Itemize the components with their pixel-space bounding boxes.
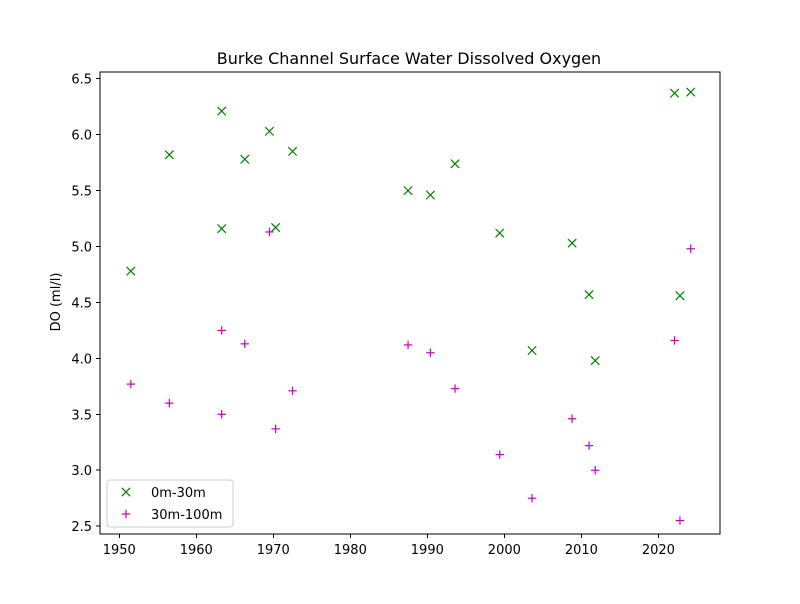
x-tick-label: 1970 [257,543,290,558]
data-point-0m-30m [675,291,685,301]
x-tick-label: 1960 [180,543,213,558]
legend-label-0m-30m: 0m-30m [151,486,206,501]
data-point-30m-100m [165,398,174,408]
data-point-0m-30m [217,106,227,116]
y-tick-label: 5.0 [71,241,92,256]
legend: 0m-30m 30m-100m [106,479,234,528]
x-tick-label: 1990 [411,543,444,558]
y-tick-label: 3.5 [71,408,92,423]
data-point-30m-100m [265,227,274,237]
data-point-30m-100m [527,494,537,503]
data-point-30m-100m [426,348,435,357]
data-point-30m-100m [670,336,679,345]
data-point-30m-100m [288,386,297,396]
data-point-30m-100m [686,244,695,253]
data-point-30m-100m [495,450,504,459]
x-tick-label: 1950 [103,543,136,558]
data-point-30m-100m [675,516,685,525]
data-point-0m-30m [217,223,227,234]
data-point-30m-100m [217,326,226,335]
data-point-0m-30m [669,88,680,98]
data-point-0m-30m [584,289,594,300]
legend-label-30m-100m: 30m-100m [151,508,222,523]
legend-marker-symbol-30m-100m [121,509,131,519]
data-point-0m-30m [425,190,436,200]
y-tick-label: 3.0 [71,464,92,479]
data-point-0m-30m [403,185,413,196]
legend-marker-0m-30m [121,487,131,497]
y-tick-label: 4.0 [71,352,92,367]
data-point-0m-30m [126,266,136,276]
data-point-30m-100m [403,340,413,350]
y-tick-label: 2.5 [71,520,92,535]
data-point-30m-100m [567,414,577,423]
x-tick-label: 2000 [488,543,521,558]
x-tick-label: 2010 [565,543,598,558]
chart-title: Burke Channel Surface Water Dissolved Ox… [217,49,601,68]
y-tick-label: 6.0 [71,129,92,144]
x-tick-label: 1980 [334,543,367,558]
data-point-30m-100m [217,410,226,419]
y-axis-ticks: 2.5 3.0 3.5 4.0 4.5 5.0 5.5 6.0 6.5 [71,73,100,535]
x-axis-ticks: 1950 1960 1970 1980 1990 2000 2010 2020 [103,534,675,558]
data-point-0m-30m [240,154,250,164]
y-tick-label: 4.5 [71,296,92,311]
data-point-30m-100m [591,466,600,475]
legend-marker-symbol-0m-30m [121,487,131,497]
data-point-0m-30m [590,355,600,366]
data-point-30m-100m [450,384,460,393]
data-point-30m-100m [126,379,136,389]
y-tick-label: 6.5 [71,73,92,88]
data-point-0m-30m [264,126,275,136]
y-tick-label: 5.5 [71,185,92,200]
data-point-30m-100m [271,424,280,434]
data-point-0m-30m [686,87,696,97]
data-point-0m-30m [287,146,298,157]
data-point-0m-30m [450,159,460,169]
plot-area-frame [99,71,721,535]
data-point-0m-30m [495,228,505,238]
data-point-0m-30m [527,345,537,356]
data-point-0m-30m [164,150,174,160]
legend-box [106,479,234,528]
data-markers [126,87,696,525]
legend-marker-30m-100m [121,509,131,519]
data-point-0m-30m [567,238,577,248]
y-axis-title: DO (ml/l) [49,273,64,332]
data-point-30m-100m [240,339,249,349]
data-point-30m-100m [584,441,594,450]
data-point-0m-30m [270,222,281,233]
x-tick-label: 2020 [642,543,675,558]
